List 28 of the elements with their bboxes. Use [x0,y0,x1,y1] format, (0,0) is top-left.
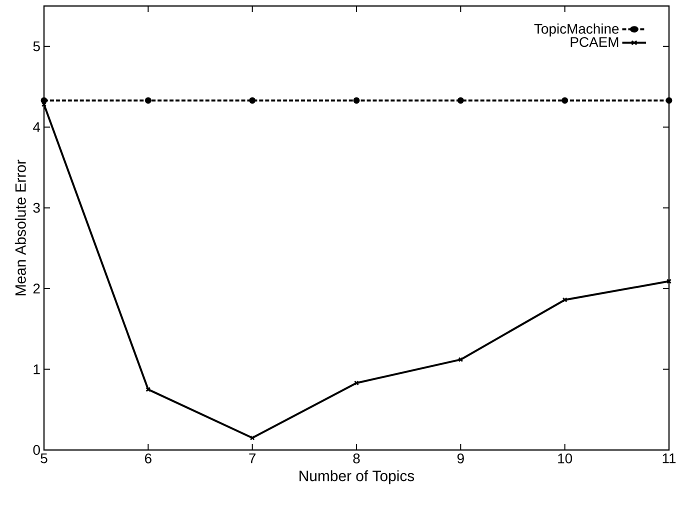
x-tick-label: 11 [662,454,676,464]
x-tick-label: 5 [40,454,48,464]
point [458,357,464,362]
point [457,97,464,104]
point [250,435,255,440]
point [354,380,360,386]
y-tick-label: 4 [33,122,40,132]
x-tick-label: 7 [249,454,256,464]
x-tick-label: 6 [144,454,152,464]
x-tick-label: 8 [353,454,360,464]
y-tick-label: 2 [33,284,40,294]
y-tick-label: 3 [33,202,40,213]
y-tick-label: 0 [33,445,40,455]
y-tick-label: 5 [33,42,40,52]
point [666,97,672,104]
x-tick-label: 10 [558,454,572,464]
point [144,97,152,104]
y-tick-label: 1 [34,364,40,374]
point [562,297,568,302]
point [353,97,360,104]
x-tick-label: 9 [457,454,464,464]
point [146,386,151,392]
point [562,97,568,104]
y-axis-title: Mean Absolute Error [14,160,26,296]
x-axis-title: Number of Topics [300,470,414,484]
point [249,97,256,104]
legend-label: TopicMachine [534,24,619,36]
legend-label: PCAEM [570,37,618,47]
